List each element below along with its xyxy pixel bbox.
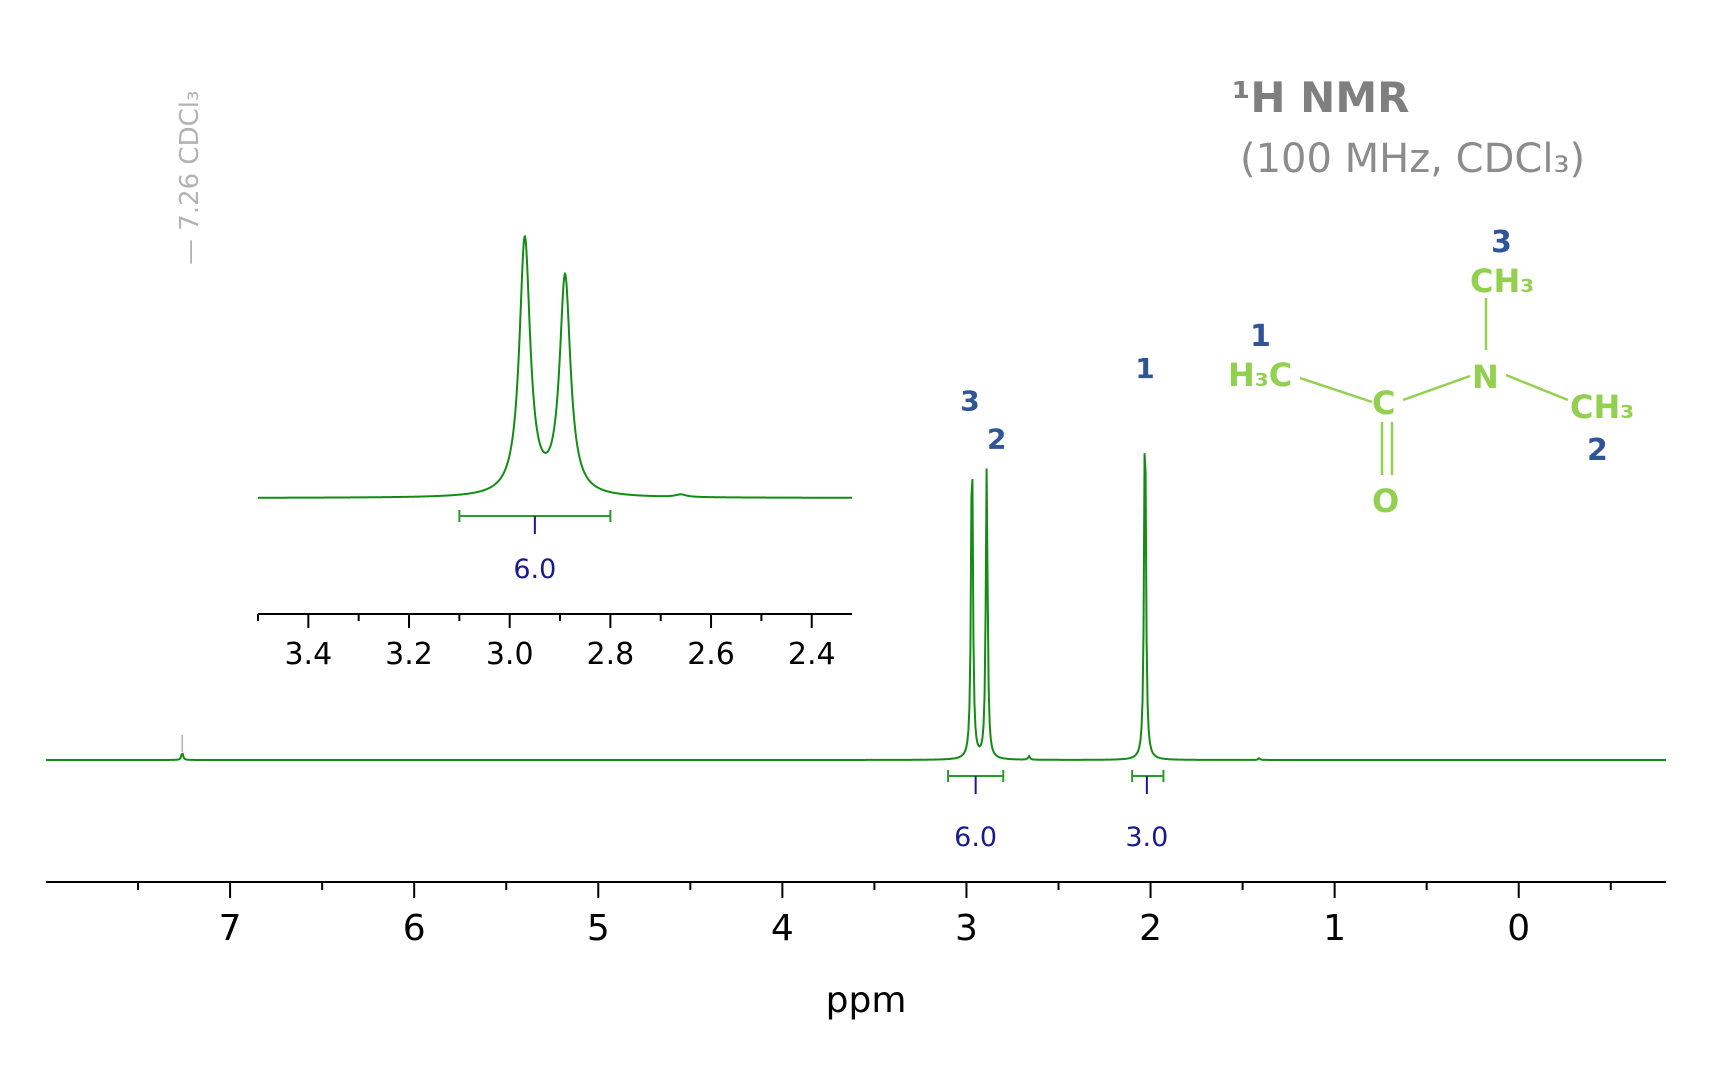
solvent-annotation: — 7.26 CDCl₃ — [175, 91, 205, 265]
atom-carbonyl-carbon: C — [1372, 384, 1395, 422]
x-tick-label: 0 — [1507, 908, 1530, 949]
main-spectrum-trace — [46, 453, 1666, 761]
atom-ch3-top: CH₃ — [1470, 262, 1534, 300]
x-tick-label: 4 — [771, 908, 794, 949]
x-tick-label: 3.4 — [284, 637, 332, 672]
x-tick-label: 2 — [1139, 908, 1162, 949]
main-integrals: 6.0 3.0 — [947, 770, 1168, 853]
main-peak-labels: 32 1 — [181, 352, 1155, 752]
peak-label-2: 2 — [987, 422, 1006, 455]
x-tick-label: 2.8 — [587, 637, 635, 672]
x-tick-label: 5 — [587, 908, 610, 949]
x-tick-label: 2.4 — [788, 637, 836, 672]
spectrum-title: ¹H NMR — [1232, 73, 1409, 122]
inset-x-ticks: 3.4 3.2 3.0 2.8 2.6 2.4 — [257, 614, 836, 672]
x-tick-label: 3.0 — [486, 637, 534, 672]
peak-label-1: 1 — [1135, 352, 1154, 385]
inset-spectrum: 3.4 3.2 3.0 2.8 2.6 2.4 6.0 — [257, 234, 852, 672]
x-tick-label: 6 — [403, 908, 426, 949]
spectrum-subtitle: (100 MHz, CDCl₃) — [1240, 136, 1585, 182]
x-tick-label: 7 — [219, 908, 242, 949]
main-x-ticks: 7 6 5 4 3 2 1 0 — [137, 882, 1612, 949]
peak-label-3: 3 — [960, 384, 979, 417]
inset-spectrum-trace — [258, 234, 852, 499]
atom-ch3-right: CH₃ — [1570, 388, 1634, 426]
atom-h3c-left: H₃C — [1228, 356, 1292, 394]
molecule-label-3: 3 — [1491, 225, 1512, 260]
x-tick-label: 3 — [955, 908, 978, 949]
molecule-label-2: 2 — [1587, 433, 1608, 468]
atom-nitrogen: N — [1472, 358, 1499, 396]
integral-value: 6.0 — [513, 554, 556, 585]
inset-integrals: 6.0 — [458, 510, 612, 585]
x-tick-label: 2.6 — [687, 637, 735, 672]
molecule-structure: H₃C C N CH₃ CH₃ O 1 3 2 — [1228, 225, 1634, 520]
bond-n-ch3-right — [1505, 373, 1569, 402]
molecule-label-1: 1 — [1250, 319, 1271, 354]
atom-oxygen: O — [1372, 482, 1399, 520]
integral-value: 3.0 — [1125, 822, 1168, 853]
x-tick-label: 1 — [1323, 908, 1346, 949]
x-axis-title: ppm — [826, 980, 907, 1021]
x-tick-label: 3.2 — [385, 637, 433, 672]
bond-h3c-c — [1299, 376, 1373, 404]
integral-value: 6.0 — [954, 822, 997, 853]
bond-c-n — [1402, 374, 1471, 402]
